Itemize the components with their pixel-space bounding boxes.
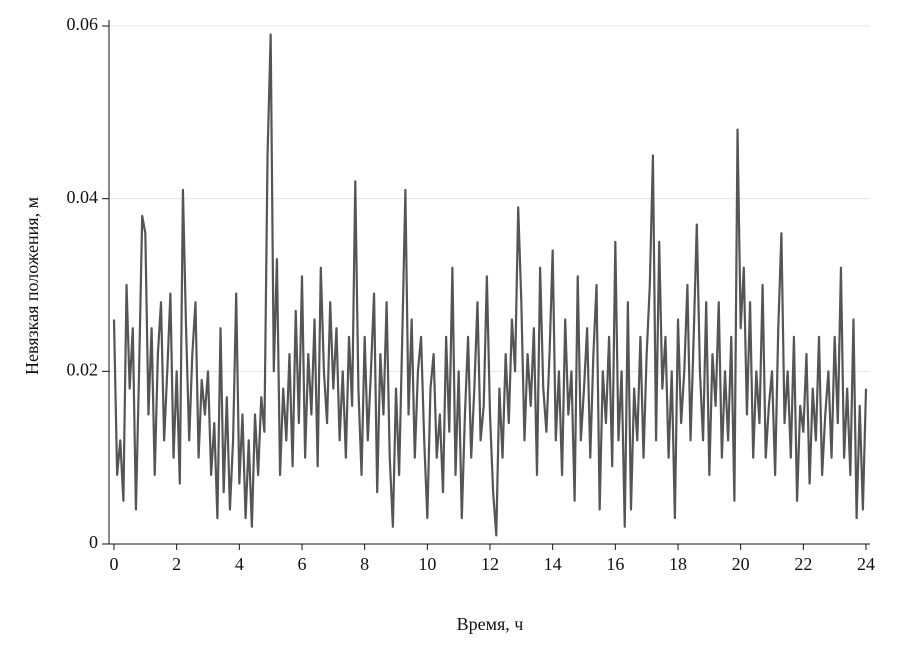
y-tick-label: 0.02 <box>67 359 99 379</box>
x-axis-label: Время, ч <box>457 614 524 634</box>
x-tick-label: 4 <box>235 554 244 574</box>
x-tick-label: 12 <box>481 554 499 574</box>
x-tick-label: 0 <box>110 554 119 574</box>
y-axis-label: Невязкая положения, м <box>22 197 42 375</box>
y-tick-label: 0.04 <box>67 187 99 207</box>
x-tick-label: 22 <box>794 554 812 574</box>
x-tick-label: 6 <box>298 554 307 574</box>
x-tick-label: 20 <box>732 554 750 574</box>
data-line <box>112 33 868 537</box>
x-tick-label: 18 <box>669 554 687 574</box>
y-tick-label: 0 <box>89 532 98 552</box>
x-tick-label: 24 <box>857 554 875 574</box>
x-tick-label: 8 <box>360 554 369 574</box>
x-tick-label: 16 <box>606 554 624 574</box>
x-tick-label: 14 <box>544 554 562 574</box>
x-tick-label: 2 <box>172 554 181 574</box>
y-tick-label: 0.06 <box>67 14 99 34</box>
x-tick-label: 10 <box>418 554 436 574</box>
